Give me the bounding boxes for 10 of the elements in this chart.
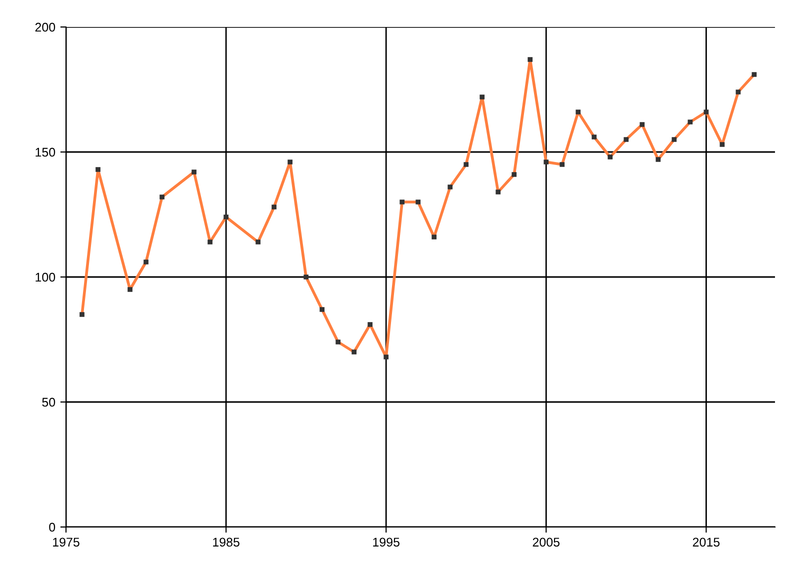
y-tick-label: 150 [36, 148, 56, 157]
x-tick-label: 2005 [532, 538, 560, 547]
y-tick-label: 200 [35, 22, 56, 32]
x-tick-label: 1975 [53, 538, 80, 547]
x-tick-label: 1995 [373, 538, 400, 547]
y-tick-label: 50 [42, 398, 56, 407]
x-tick-label: 1985 [213, 538, 240, 547]
x-tick-label: 2015 [692, 538, 720, 547]
y-tick-label: 100 [36, 272, 56, 282]
y-tick-label: 0 [49, 522, 56, 532]
